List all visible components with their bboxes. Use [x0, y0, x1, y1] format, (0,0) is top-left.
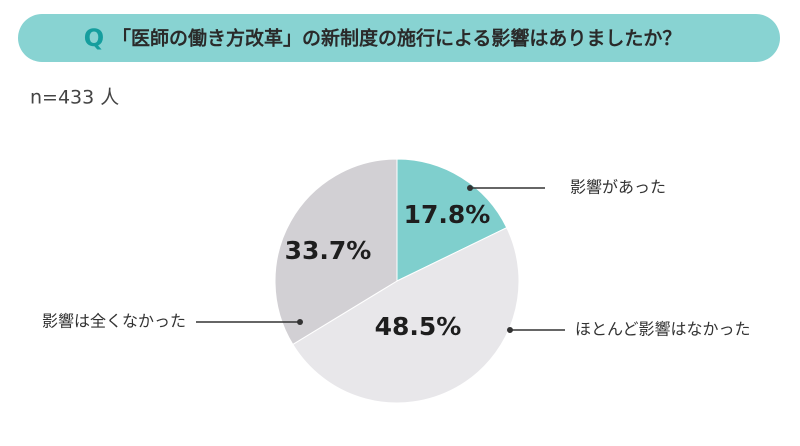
pie-slice: [274, 158, 398, 346]
leader-dot: [297, 319, 303, 325]
value-label: 33.7%: [285, 236, 372, 265]
question-marker: Q: [84, 24, 104, 52]
title-bar: [18, 14, 780, 62]
leader-dot: [507, 327, 513, 333]
chart-title: 「医師の働き方改革」の新制度の施行による影響はありましたか？: [112, 27, 681, 50]
category-label: 影響は全くなかった: [42, 312, 186, 331]
pie-slice: [292, 227, 520, 404]
category-label: 影響があった: [570, 178, 666, 197]
pie-slice: [396, 158, 508, 282]
leader-dot: [467, 185, 473, 191]
value-label: 48.5%: [375, 312, 462, 341]
category-label: ほとんど影響はなかった: [575, 320, 751, 339]
value-label: 17.8%: [404, 200, 491, 229]
chart-subtitle: n=433 人: [30, 87, 119, 109]
